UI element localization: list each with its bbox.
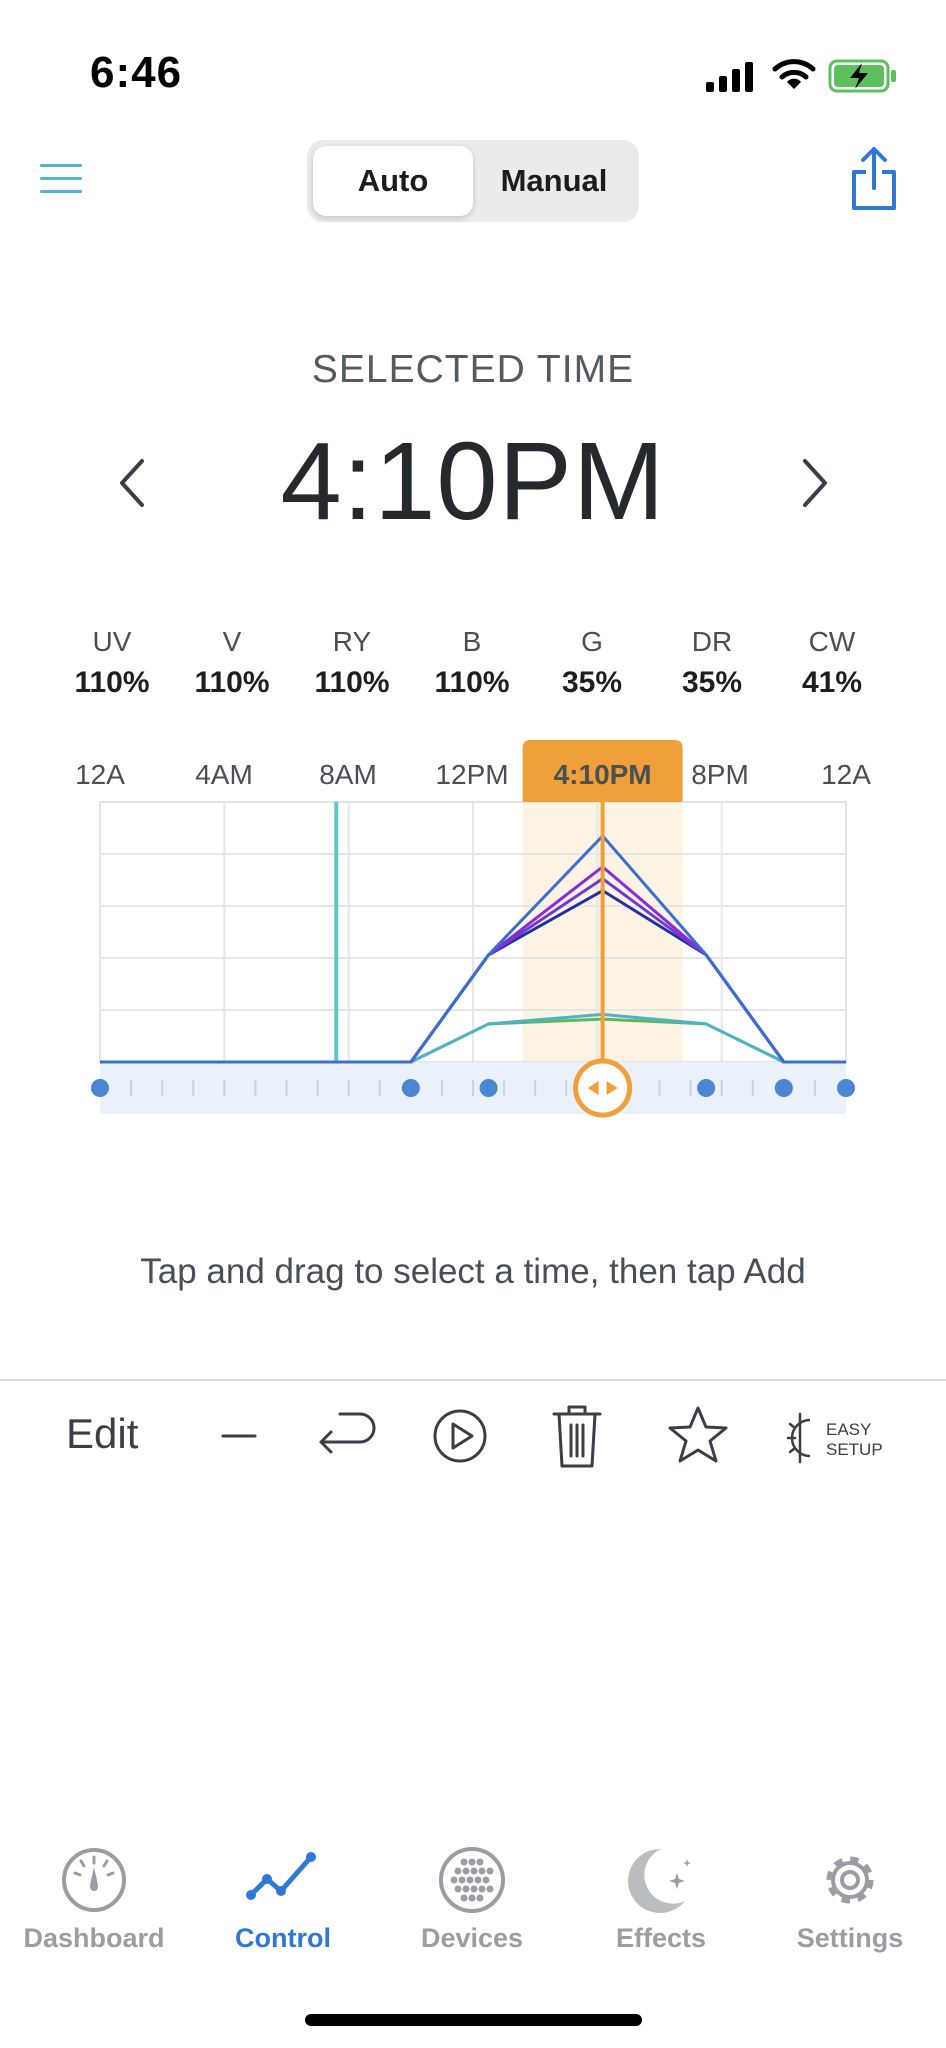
battery-charging-icon [828,59,896,93]
keyframe-dot [774,1079,793,1097]
tab-settings[interactable]: Settings [765,1845,935,1965]
x-tick-label: 8AM [319,759,377,790]
undo-icon[interactable] [312,1400,382,1472]
gear-icon [826,1856,874,1904]
play-icon[interactable] [425,1400,495,1472]
channel-ry: RY 110% [292,626,412,700]
gauge-icon [62,1848,126,1912]
divider [0,1379,946,1381]
x-tick-label: 12A [75,759,125,790]
channel-g: G 35% [532,626,652,700]
keyframe-dot [479,1079,498,1097]
channel-v: V 110% [172,626,292,700]
remove-point-icon[interactable] [204,1400,274,1472]
tab-manual[interactable]: Manual [500,163,608,198]
channel-values: UV 110% V 110% RY 110% B 110% G 35% DR 3… [52,626,902,716]
x-tick-label: 4:10PM [554,759,652,790]
tab-devices[interactable]: Devices [387,1845,557,1965]
line-chart-icon [246,1852,316,1900]
drag-arrows-icon [587,1081,618,1095]
favorite-star-icon[interactable] [663,1400,733,1472]
previous-time-icon[interactable] [112,455,152,511]
channel-name: RY [332,626,372,657]
channel-uv: UV 110% [52,626,172,700]
next-time-icon[interactable] [795,455,835,511]
x-tick-label: 8PM [691,759,749,790]
easy-setup-icon [786,1412,811,1464]
home-indicator [305,2014,642,2026]
selected-time-label: SELECTED TIME [311,348,635,391]
x-tick-label: 12A [821,759,871,790]
channel-value: 35% [561,666,623,699]
keyframe-dot [91,1079,109,1097]
channel-name: B [462,626,482,657]
channel-value: 35% [681,666,743,699]
channel-value: 110% [434,666,510,699]
channel-name: CW [808,626,856,657]
tab-label: Control [235,1923,331,1953]
channel-b: B 110% [412,626,532,700]
tab-label: Settings [796,1923,904,1953]
selected-time-value: 4:10PM [280,420,666,543]
edit-label[interactable]: Edit [66,1410,139,1457]
share-icon[interactable] [848,146,900,212]
channel-value: 110% [194,666,270,699]
instruction-text: Tap and drag to select a time, then tap … [140,1252,806,1291]
easy-setup-button[interactable]: EASY SETUP [786,1408,896,1468]
channel-value: 41% [801,666,863,699]
trash-icon[interactable] [542,1400,612,1472]
channel-name: UV [92,626,132,657]
tab-label: Dashboard [23,1923,165,1953]
status-time: 6:46 [90,48,183,97]
tab-control[interactable]: Control [198,1845,368,1965]
tab-label: Effects [615,1923,707,1953]
channel-name: DR [691,626,733,657]
channel-value: 110% [314,666,390,699]
tab-label: Devices [420,1923,524,1953]
x-tick-label: 12PM [435,759,508,790]
moon-stars-icon [628,1848,691,1913]
keyframe-dot [697,1079,716,1097]
wifi-icon [772,59,816,89]
keyframe-dot [837,1079,855,1097]
easy-setup-label: SETUP [826,1440,883,1459]
keyframe-dot [401,1079,420,1097]
menu-icon[interactable] [40,162,82,196]
channel-value: 110% [74,666,150,699]
x-tick-label: 4AM [195,759,253,790]
channel-cw: CW 41% [772,626,892,700]
dots-disc-icon [439,1847,505,1913]
schedule-chart[interactable]: 12A 4AM 8AM 12PM 4:10PM 8PM 12A [0,730,946,1120]
tab-dashboard[interactable]: Dashboard [9,1845,179,1965]
time-scrubber-handle [573,1058,633,1118]
channel-name: V [222,626,242,657]
tab-effects[interactable]: Effects [576,1845,746,1965]
tab-auto[interactable]: Auto [313,146,473,216]
cellular-signal-icon [706,62,753,92]
channel-name: G [581,626,603,657]
selected-time-tag [522,740,683,802]
channel-dr: DR 35% [652,626,772,700]
easy-setup-label: EASY [826,1420,871,1439]
mode-segmented-control: Auto Manual [307,140,639,222]
